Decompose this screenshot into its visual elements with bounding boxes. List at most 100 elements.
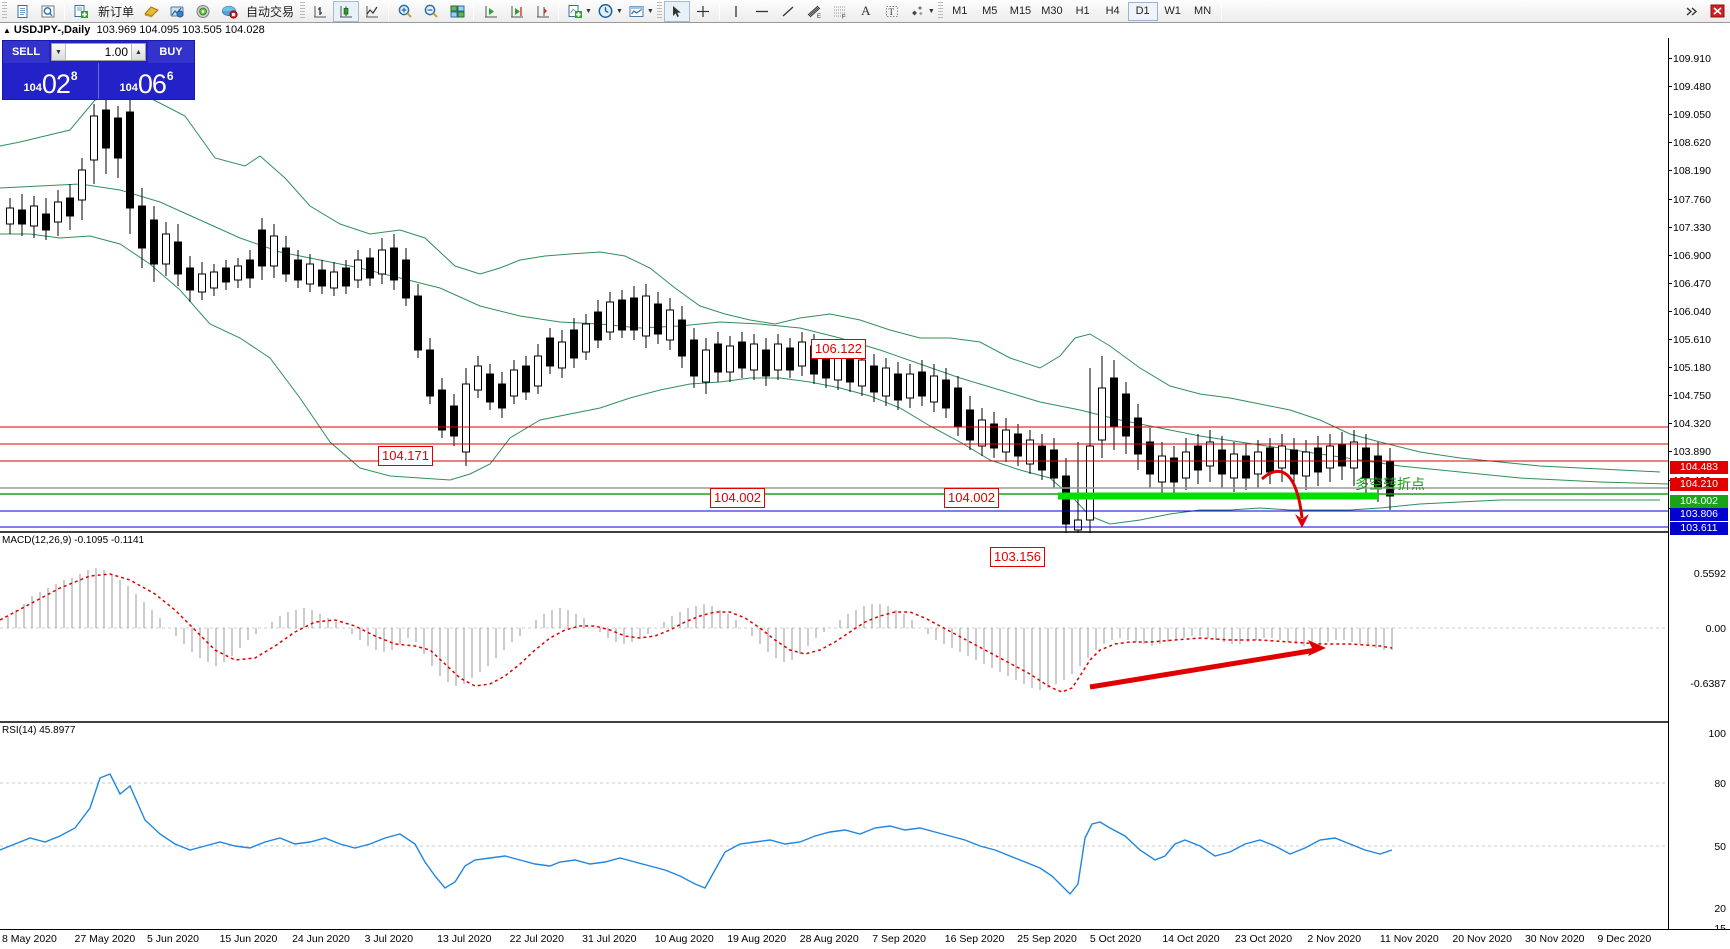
text-label-icon[interactable]: T: [879, 1, 905, 22]
candlestick-series: [6, 96, 1394, 546]
period-dropdown-caret-icon[interactable]: ▼: [615, 7, 623, 15]
indicators-icon[interactable]: [562, 1, 588, 22]
shapes-icon[interactable]: [905, 1, 931, 22]
timeframe-button-m15[interactable]: M15: [1009, 5, 1032, 17]
macd-tick-bottom: -0.6387: [1690, 678, 1726, 690]
timeframe-button-w1[interactable]: W1: [1164, 5, 1181, 17]
annotation-price-106122[interactable]: 106.122: [811, 339, 866, 359]
price-tick-105-180: 105.180: [1669, 362, 1711, 374]
price-tick-109-480: 109.480: [1669, 81, 1711, 93]
timeframe-button-m5[interactable]: M5: [982, 5, 998, 17]
equidistant-channel-icon[interactable]: E: [801, 1, 827, 22]
line-chart-icon[interactable]: [359, 1, 385, 22]
date-tick-4: 24 Jun 2020: [292, 933, 350, 945]
toolbar-grip[interactable]: [2, 2, 7, 20]
chart-area: 106.122 104.171 104.002 104.002 103.156 …: [0, 38, 1730, 949]
price-level-label-103-611[interactable]: 103.611: [1670, 522, 1728, 535]
new-order-icon[interactable]: [68, 1, 94, 22]
volume-stepper[interactable]: ▼ 1.00 ▲: [51, 43, 146, 61]
crosshair-icon[interactable]: [690, 1, 716, 22]
timeframe-button-d1[interactable]: D1: [1127, 1, 1158, 21]
toolbar-grip-2[interactable]: [300, 2, 306, 20]
annotation-reversal-point-note[interactable]: 多空转折点: [1355, 476, 1425, 492]
pointer-icon[interactable]: [663, 0, 690, 22]
price-level-label-104-483[interactable]: 104.483: [1670, 461, 1728, 474]
autotrading-label[interactable]: 自动交易: [246, 4, 295, 19]
new-document-icon[interactable]: [9, 1, 35, 22]
one-click-trading-panel[interactable]: SELL ▼ 1.00 ▲ BUY 104 02 8 104 06 6: [2, 40, 195, 100]
price-tick-108-190: 108.190: [1669, 165, 1711, 177]
chart-plot[interactable]: 106.122 104.171 104.002 104.002 103.156 …: [0, 38, 1668, 949]
price-level-label-104-002[interactable]: 104.002: [1670, 495, 1728, 508]
metaeditor-icon[interactable]: [138, 1, 164, 22]
new-order-label[interactable]: 新订单: [98, 4, 135, 19]
date-tick-22: 9 Dec 2020: [1597, 933, 1652, 945]
vertical-line-icon[interactable]: [723, 1, 749, 22]
timeframe-button-mn[interactable]: MN: [1194, 5, 1212, 17]
timeframe-button-m30[interactable]: M30: [1041, 5, 1063, 17]
sell-price-display[interactable]: 104 02 8: [3, 63, 98, 99]
chart-offset-icon[interactable]: [529, 1, 555, 22]
shapes-dropdown-caret-icon[interactable]: ▼: [927, 7, 935, 15]
price-tick-103-890: 103.890: [1669, 446, 1711, 458]
vps-icon[interactable]: [190, 1, 216, 22]
timeframe-button-h4[interactable]: H4: [1105, 5, 1120, 17]
price-tick-107-760: 107.760: [1669, 194, 1711, 206]
price-tick-106-040: 106.040: [1669, 306, 1711, 318]
one-click-controls-row: SELL ▼ 1.00 ▲ BUY: [3, 41, 194, 63]
toolbar-separator-6: [718, 2, 720, 20]
buy-button[interactable]: BUY: [148, 41, 194, 63]
horizontal-line-icon[interactable]: [749, 1, 775, 22]
templates-dropdown-caret-icon[interactable]: ▼: [646, 7, 654, 15]
zoom-out-icon[interactable]: [418, 1, 444, 22]
fibonacci-icon[interactable]: F: [827, 1, 853, 22]
volume-decrease-icon[interactable]: ▼: [52, 44, 66, 60]
chart-shift-icon[interactable]: [503, 1, 529, 22]
annotation-price-104002-left[interactable]: 104.002: [710, 488, 765, 508]
trendline-icon[interactable]: [775, 1, 801, 22]
autotrading-icon[interactable]: [216, 1, 242, 22]
toolbar-grip-3[interactable]: [656, 2, 662, 20]
market-watch-icon[interactable]: [35, 1, 61, 22]
toolbar-grip-4[interactable]: [937, 2, 943, 20]
close-window-icon[interactable]: [1704, 1, 1730, 22]
sell-button[interactable]: SELL: [3, 41, 49, 63]
symbol-name: USDJPY-,Daily: [13, 24, 91, 36]
price-axis[interactable]: 109.910 109.480 109.050 108.620 108.190 107.7…: [1668, 38, 1730, 949]
buy-price-display[interactable]: 104 06 6: [98, 63, 194, 99]
chevron-right-overflow-icon[interactable]: [1678, 1, 1704, 22]
date-tick-12: 7 Sep 2020: [872, 933, 926, 945]
reversal-arrow-head-icon: [1295, 514, 1309, 528]
price-tick-106-900: 106.900: [1669, 250, 1711, 262]
date-tick-11: 28 Aug 2020: [799, 933, 859, 945]
indicators-dropdown-caret-icon[interactable]: ▼: [585, 7, 592, 15]
period-icon[interactable]: [593, 1, 619, 22]
chart-collapse-icon[interactable]: ▲: [3, 26, 11, 35]
annotation-price-104171[interactable]: 104.171: [378, 446, 433, 466]
bollinger-upper-band: [0, 93, 1661, 473]
reversal-arrow-annotation: [1260, 469, 1304, 519]
date-tick-15: 5 Oct 2020: [1089, 933, 1142, 945]
bar-chart-icon[interactable]: [307, 1, 333, 22]
auto-scroll-icon[interactable]: [477, 1, 503, 22]
tile-windows-icon[interactable]: [444, 1, 470, 22]
toolbar-separator-4: [473, 2, 475, 20]
sell-price-prefix: 104: [23, 82, 42, 94]
text-icon[interactable]: A: [853, 1, 879, 22]
date-tick-2: 5 Jun 2020: [147, 933, 199, 945]
signals-icon[interactable]: [164, 1, 190, 22]
date-axis[interactable]: 8 May 2020 27 May 2020 5 Jun 2020 15 Jun 20…: [0, 929, 1730, 949]
symbol-ohlc-values: 103.969 104.095 103.505 104.028: [96, 24, 265, 36]
templates-icon[interactable]: [624, 1, 650, 22]
volume-increase-icon[interactable]: ▲: [131, 44, 145, 60]
annotation-price-104002-right[interactable]: 104.002: [944, 488, 999, 508]
timeframe-button-m1[interactable]: M1: [952, 5, 968, 17]
volume-value[interactable]: 1.00: [104, 45, 128, 59]
price-level-label-103-806[interactable]: 103.806: [1670, 508, 1728, 521]
annotation-price-103156[interactable]: 103.156: [990, 547, 1045, 567]
timeframe-button-h1[interactable]: H1: [1075, 5, 1090, 17]
macd-tick-top: 0.5592: [1693, 568, 1726, 580]
zoom-in-icon[interactable]: [392, 1, 418, 22]
price-level-label-104-210[interactable]: 104.210: [1670, 478, 1728, 491]
candlestick-chart-icon[interactable]: [333, 0, 360, 22]
